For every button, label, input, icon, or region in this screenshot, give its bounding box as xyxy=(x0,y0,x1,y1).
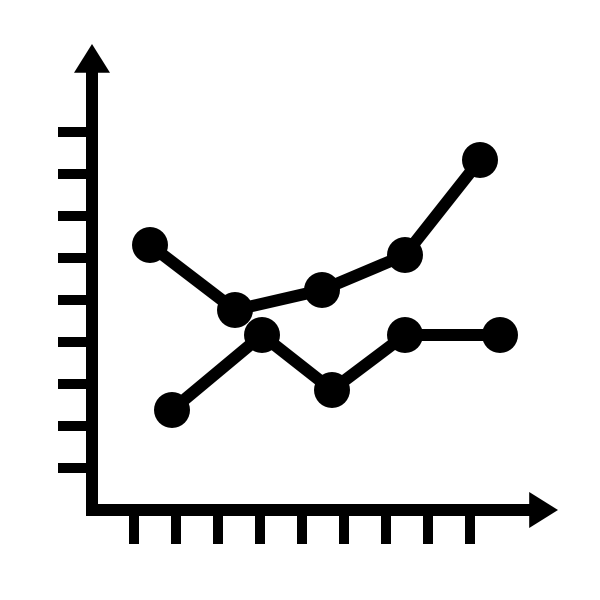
line-chart-icon xyxy=(0,0,600,600)
chart-svg xyxy=(0,0,600,600)
